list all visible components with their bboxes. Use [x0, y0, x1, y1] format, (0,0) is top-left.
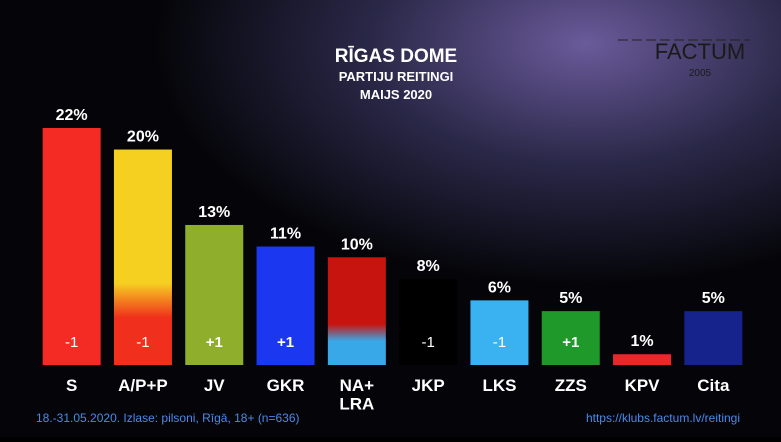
- footnote: 18.-31.05.2020. Izlase: pilsoni, Rīgā, 1…: [36, 411, 300, 425]
- x-tick-label: JKP: [412, 376, 445, 395]
- chart-title: RĪGAS DOME: [335, 46, 457, 67]
- bar: [684, 311, 743, 365]
- x-tick-label: S: [66, 376, 77, 395]
- source: https://klubs.factum.lv/reitingi: [586, 411, 740, 425]
- x-tick-label: GKR: [267, 376, 305, 395]
- x-tick-label: Cita: [697, 376, 730, 395]
- change-label: -1: [493, 334, 506, 351]
- logo: FACTUM: [655, 39, 745, 64]
- logo-year: 2005: [689, 68, 712, 79]
- bar: [327, 257, 386, 365]
- x-tick-label: KPV: [625, 376, 661, 395]
- value-label: 20%: [127, 129, 159, 146]
- bar: [185, 224, 244, 365]
- bar: [256, 246, 315, 365]
- bar: [399, 278, 458, 365]
- value-label: 10%: [341, 236, 373, 253]
- chart-subtitle: PARTIJU REITINGI: [339, 69, 454, 84]
- change-label: +1: [206, 334, 223, 351]
- change-label: +1: [277, 334, 294, 351]
- x-tick-label: NA+ LRA: [339, 376, 374, 414]
- change-label: -1: [136, 334, 149, 351]
- x-tick-label: JV: [204, 376, 225, 395]
- value-label: 22%: [56, 107, 88, 124]
- value-label: 1%: [630, 333, 653, 350]
- x-tick-label: LKS: [482, 376, 516, 395]
- value-label: 11%: [270, 226, 301, 243]
- x-tick-label: ZZS: [555, 376, 587, 395]
- bar: [541, 311, 600, 365]
- chart-period: MAIJS 2020: [360, 87, 432, 102]
- x-tick-label: A/P+P: [118, 376, 168, 395]
- value-label: 6%: [488, 279, 511, 296]
- change-label: +1: [562, 334, 579, 351]
- value-label: 5%: [559, 290, 582, 307]
- change-label: -1: [65, 334, 78, 351]
- bar: [42, 128, 101, 365]
- value-label: 13%: [198, 204, 230, 221]
- bar: [470, 300, 529, 365]
- bar: [613, 354, 672, 365]
- bar: [113, 149, 172, 365]
- value-label: 8%: [417, 258, 440, 275]
- value-label: 5%: [702, 290, 725, 307]
- change-label: -1: [421, 334, 434, 351]
